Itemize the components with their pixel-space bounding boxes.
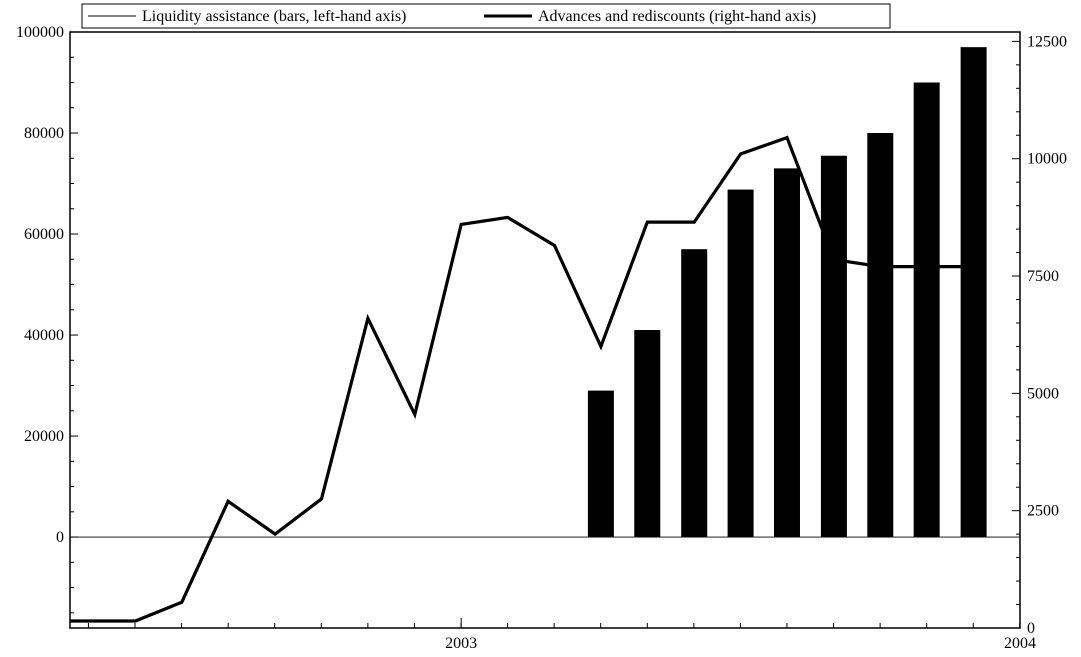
left-tick-label: 80000 [24,125,64,142]
left-axis: 0 20000 40000 60000 80000 100000 [16,24,78,614]
bar-5 [820,155,847,538]
bar-3 [727,189,754,538]
right-axis: 0 2500 5000 7500 10000 12500 [1012,33,1067,637]
left-tick-label: 40000 [24,327,64,344]
right-tick-label: 10000 [1027,151,1067,168]
bar-4 [773,168,800,538]
advances-line [70,135,974,623]
bar-0 [587,390,614,538]
right-tick-label: 12500 [1027,33,1067,50]
legend: Liquidity assistance (bars, left-hand ax… [81,3,891,29]
left-tick-label: 100000 [16,24,64,41]
legend-label-advances: Advances and rediscounts (right-hand axi… [538,8,816,25]
liquidity-bars [587,47,987,538]
advances-line-group [70,135,974,623]
bar-2 [681,249,708,538]
right-tick-label: 0 [1027,620,1035,637]
x-tick-label: 2003 [445,635,477,652]
left-tick-label: 60000 [24,226,64,243]
left-tick-label: 0 [56,529,64,546]
bar-8 [960,47,987,538]
plot-frame [69,31,1021,629]
bar-1 [634,330,661,538]
legend-label-liquidity: Liquidity assistance (bars, left-hand ax… [142,8,406,25]
x-axis: 2003 2004 [87,618,1036,652]
x-tick-label: 2004 [1004,635,1036,652]
right-tick-label: 7500 [1027,268,1059,285]
left-tick-label: 20000 [24,428,64,445]
bar-6 [867,133,894,538]
right-tick-label: 2500 [1027,503,1059,520]
bar-7 [913,82,940,538]
right-tick-label: 5000 [1027,385,1059,402]
